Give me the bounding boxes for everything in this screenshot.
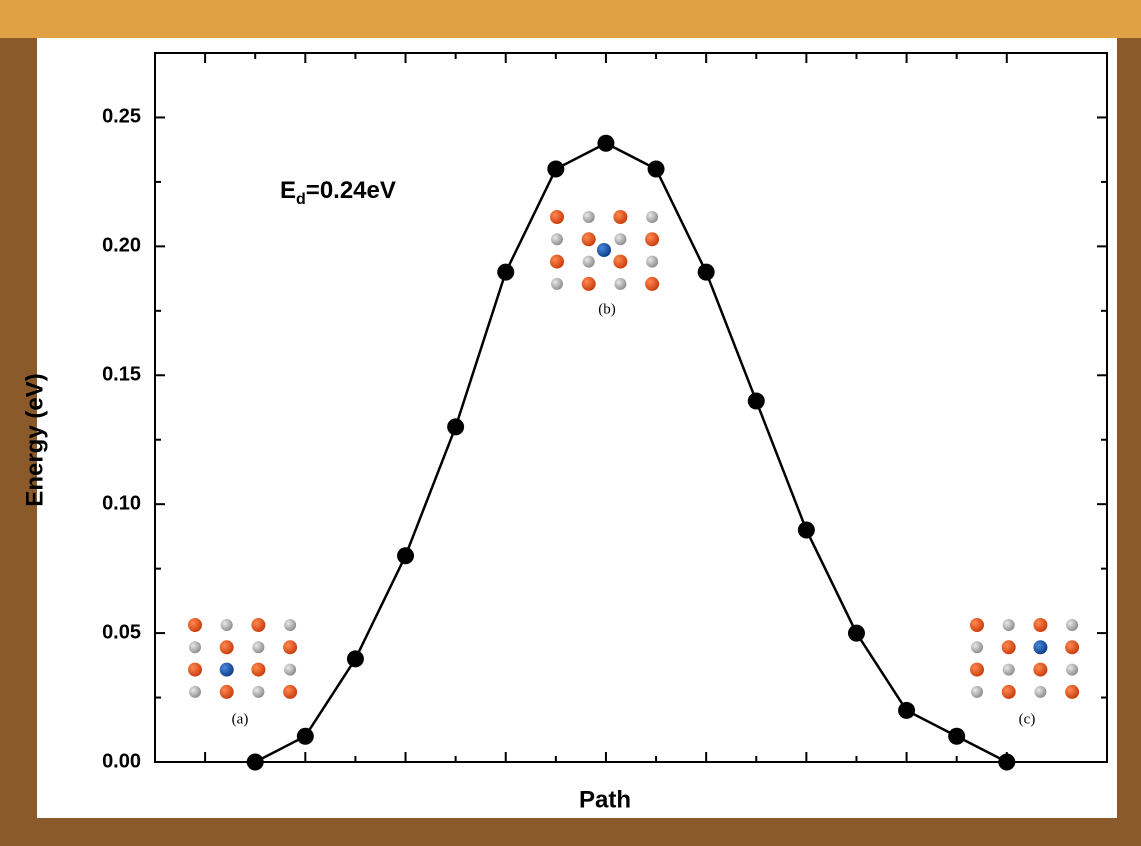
atom <box>1002 663 1015 676</box>
atom <box>970 662 984 677</box>
y-tick-label: 0.05 <box>102 621 141 643</box>
annotation-value: =0.24eV <box>306 177 396 204</box>
atom <box>252 685 265 698</box>
annotation: Ed=0.24eV <box>280 177 396 208</box>
atom <box>551 233 563 246</box>
atom <box>613 254 628 269</box>
marker <box>246 753 264 771</box>
atom <box>582 211 595 223</box>
atom <box>646 255 659 268</box>
atom <box>219 640 234 655</box>
inset-label: (a) <box>232 711 249 727</box>
atom <box>971 641 983 654</box>
marker <box>497 263 515 281</box>
inset-label: (b) <box>598 301 616 317</box>
y-tick-label: 0.25 <box>102 106 141 128</box>
inset-label: (c) <box>1019 711 1036 727</box>
x-axis-label: Path <box>579 786 631 813</box>
atom <box>189 685 201 698</box>
marker <box>847 624 865 642</box>
marker <box>397 547 415 565</box>
atom <box>581 276 596 291</box>
atom <box>581 232 596 247</box>
atom <box>189 641 201 654</box>
atom <box>284 663 297 676</box>
marker <box>898 701 916 719</box>
atom <box>219 684 234 699</box>
atom <box>1066 663 1079 676</box>
marker <box>948 727 966 745</box>
marker <box>346 650 364 668</box>
atom <box>597 243 611 257</box>
atom <box>550 254 564 269</box>
atom <box>614 233 627 246</box>
atom <box>1065 684 1080 699</box>
plot-background <box>37 38 1117 818</box>
marker <box>697 263 715 281</box>
atom <box>971 685 983 698</box>
atom <box>645 276 660 291</box>
atom <box>251 618 266 632</box>
marker <box>797 521 815 539</box>
atom <box>252 641 265 654</box>
atom <box>646 211 659 223</box>
marker <box>647 160 665 178</box>
atom <box>550 210 564 224</box>
atom <box>188 662 202 677</box>
annotation-main: E <box>280 177 296 204</box>
atom <box>283 640 298 655</box>
marker <box>296 727 314 745</box>
y-tick-label: 0.10 <box>102 492 141 514</box>
atom <box>970 618 984 632</box>
atom <box>645 232 660 247</box>
atom <box>1033 662 1048 677</box>
atom <box>1066 619 1079 631</box>
atom <box>614 277 627 290</box>
marker <box>447 418 465 436</box>
atom <box>1034 685 1047 698</box>
atom <box>1065 640 1080 655</box>
atom <box>220 619 233 631</box>
marker <box>747 392 765 410</box>
y-tick-label: 0.00 <box>102 750 141 772</box>
atom <box>283 684 298 699</box>
atom <box>1002 619 1015 631</box>
atom <box>251 662 266 677</box>
atom <box>284 619 297 631</box>
y-axis-label: Energy (eV) <box>21 373 48 506</box>
atom <box>1001 640 1016 655</box>
marker <box>998 753 1016 771</box>
atom <box>219 662 234 677</box>
axes-box <box>154 52 1108 763</box>
marker <box>547 160 565 178</box>
insets <box>188 210 1080 699</box>
atom <box>551 277 563 290</box>
atom <box>1033 640 1048 655</box>
atom <box>1001 684 1016 699</box>
atom <box>188 618 202 632</box>
annotation-subscript: d <box>296 191 306 208</box>
atom <box>1033 618 1048 632</box>
series-line <box>254 141 1008 764</box>
frame-top <box>0 0 1141 38</box>
y-tick-label: 0.15 <box>102 364 141 386</box>
marker <box>597 134 615 152</box>
atom <box>582 255 595 268</box>
atom <box>613 210 628 224</box>
y-tick-label: 0.20 <box>102 235 141 257</box>
